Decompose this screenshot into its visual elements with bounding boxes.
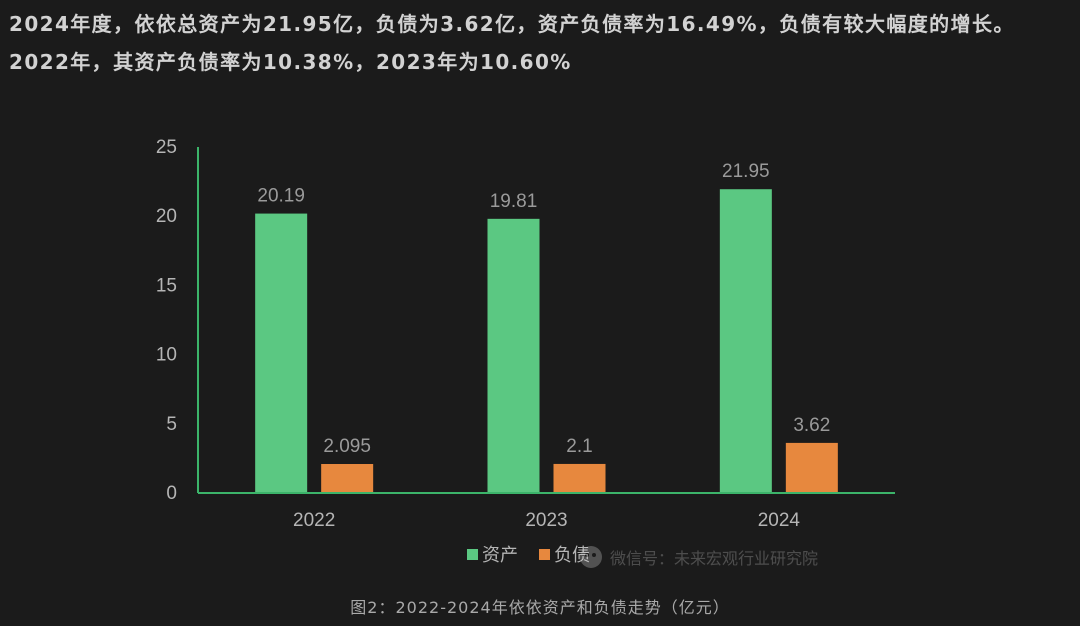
watermark: 微信号：未来宏观行业研究院	[580, 545, 818, 569]
figure-caption: 图2：2022-2024年依依资产和负债走势（亿元）	[350, 598, 730, 617]
data-label: 19.81	[490, 191, 538, 212]
watermark-text: 微信号：未来宏观行业研究院	[610, 549, 819, 568]
legend-label-liabilities: 负债	[554, 545, 590, 565]
bar-assets	[487, 218, 540, 494]
data-label: 3.62	[793, 415, 830, 436]
data-label: 21.95	[722, 161, 770, 182]
data-label: 2.1	[566, 436, 592, 457]
y-tick-label: 25	[156, 137, 177, 158]
y-tick-label: 10	[156, 345, 177, 366]
x-tick-label: 2024	[758, 510, 801, 531]
legend-swatch-liabilities	[539, 549, 550, 560]
bar-liabilities	[553, 463, 606, 493]
intro-paragraph: 2024年度，依依总资产为21.95亿，负债为3.62亿，资产负债率为16.49…	[9, 12, 1015, 74]
legend-swatch-assets	[467, 549, 478, 560]
data-label: 20.19	[257, 186, 305, 207]
y-tick-label: 5	[166, 414, 177, 435]
bar-assets	[255, 213, 308, 493]
bar-assets	[719, 189, 772, 493]
y-tick-label: 20	[156, 206, 177, 227]
x-tick-label: 2023	[525, 510, 567, 531]
bar-liabilities	[321, 464, 374, 493]
data-label: 2.095	[323, 436, 371, 457]
x-tick-label: 2022	[293, 510, 335, 531]
y-tick-label: 0	[166, 483, 177, 504]
wechat-icon	[580, 546, 602, 568]
y-tick-label: 15	[156, 275, 177, 296]
legend-label-assets: 资产	[482, 545, 518, 565]
bar-liabilities	[785, 442, 838, 493]
